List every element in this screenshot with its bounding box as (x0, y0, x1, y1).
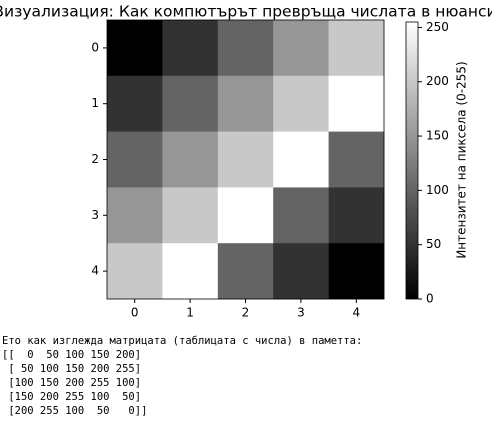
cell (273, 243, 329, 300)
x-tick-label: 0 (131, 306, 139, 320)
colorbar-tick-label: 200 (426, 74, 449, 88)
cell (328, 20, 385, 77)
colorbar-tick-label: 150 (426, 129, 449, 143)
cell (107, 187, 163, 244)
cell (162, 187, 219, 244)
cell (328, 243, 385, 300)
cell (162, 20, 219, 77)
cell (217, 131, 274, 188)
cell (217, 243, 274, 300)
cell (217, 20, 274, 77)
matrix-line: [[ 0 50 100 150 200] (2, 349, 142, 361)
colorbar-label: Интензитет на пиксела (0-255) (455, 61, 469, 258)
y-tick-label: 2 (91, 152, 99, 166)
output-caption: Ето как изглежда матрицата (таблицата с … (2, 335, 363, 347)
y-tick-label: 3 (91, 208, 99, 222)
cell (217, 187, 274, 244)
cell (162, 131, 219, 188)
cell (217, 75, 274, 132)
cell (273, 187, 329, 244)
colorbar-tick-label: 50 (426, 237, 441, 251)
x-tick-label: 4 (352, 306, 360, 320)
matrix-line: [ 50 100 150 200 255] (2, 363, 142, 375)
colorbar-tick-label: 250 (426, 20, 449, 34)
cell (162, 75, 219, 132)
x-tick-label: 1 (186, 306, 194, 320)
output-text: Ето как изглежда матрицата (таблицата с … (2, 334, 362, 418)
colorbar (405, 21, 419, 300)
cell (328, 187, 385, 244)
cell (328, 131, 385, 188)
matrix-line: [150 200 255 100 50] (2, 391, 142, 403)
colorbar-tick-label: 100 (426, 183, 449, 197)
x-tick-label: 2 (242, 306, 250, 320)
chart: Визуализация: Как компютърът превръща чи… (0, 3, 492, 320)
y-tick-label: 4 (91, 264, 99, 278)
colorbar-tick-label: 0 (426, 292, 434, 306)
cell (107, 243, 163, 300)
y-tick-label: 0 (91, 40, 99, 54)
matrix-line: [200 255 100 50 0]] (2, 405, 148, 417)
cell (162, 243, 219, 300)
cell (107, 131, 163, 188)
cell (107, 20, 163, 77)
y-tick-label: 1 (91, 96, 99, 110)
chart-title: Визуализация: Как компютърът превръща чи… (0, 3, 492, 21)
cell (273, 20, 329, 77)
cell (328, 75, 385, 132)
cell (273, 75, 329, 132)
cell (107, 75, 163, 132)
x-tick-label: 3 (297, 306, 305, 320)
cell (273, 131, 329, 188)
matrix-line: [100 150 200 255 100] (2, 377, 142, 389)
